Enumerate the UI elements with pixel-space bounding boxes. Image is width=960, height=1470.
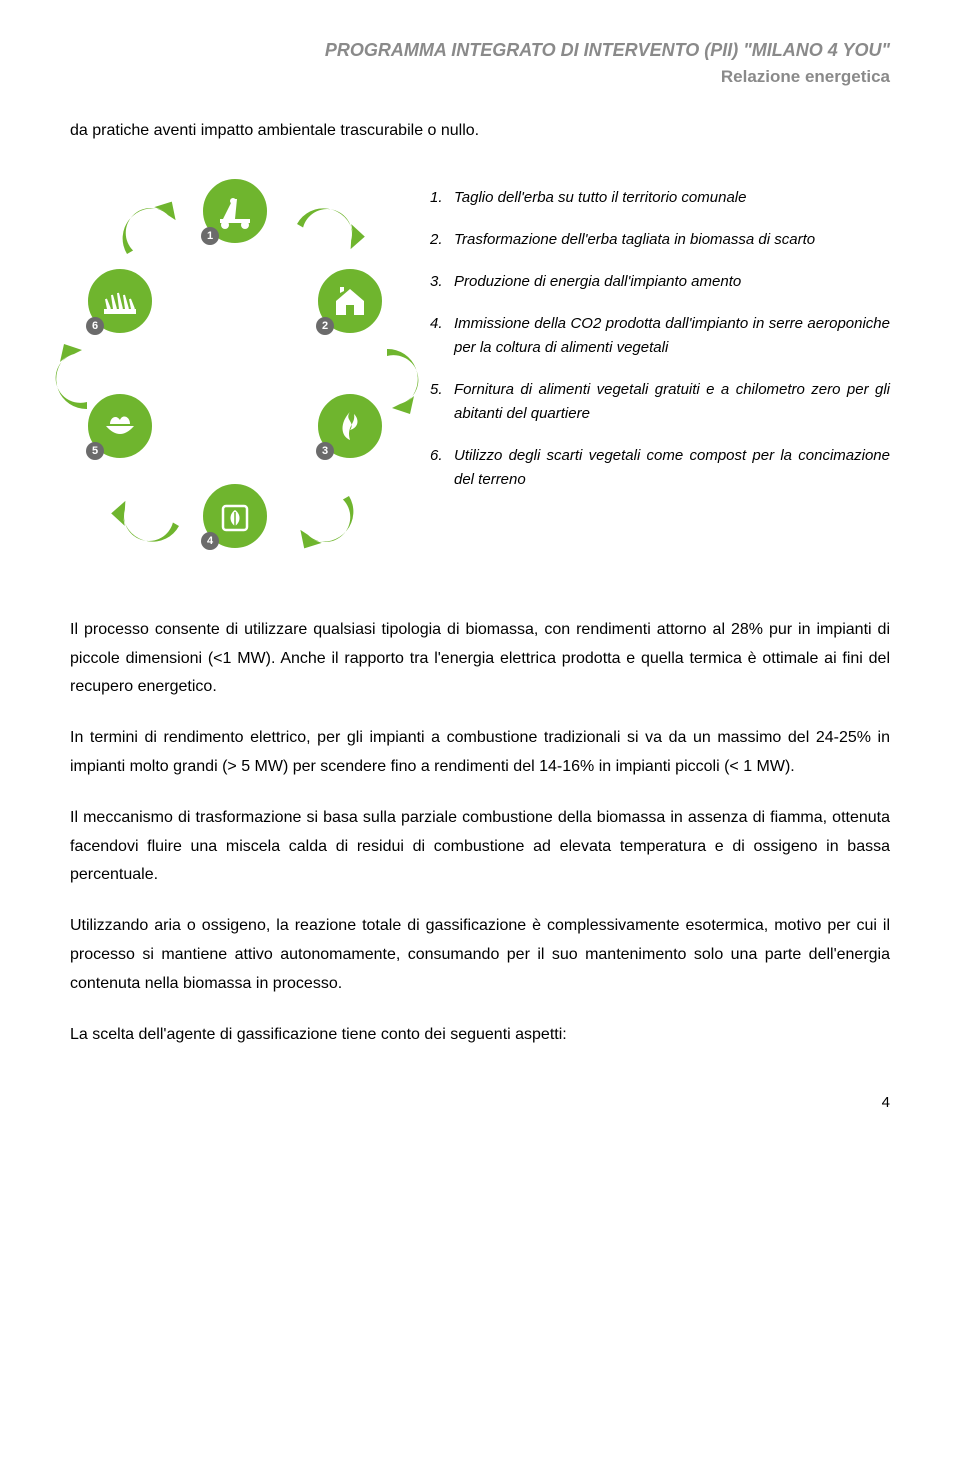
- salad-icon: [100, 406, 140, 446]
- body-content: Il processo consente di utilizzare quals…: [70, 616, 890, 1050]
- step-item: 6.Utilizzo degli scarti vegetali come co…: [430, 444, 890, 492]
- cycle-node-2: 2: [315, 266, 385, 336]
- header-title: PROGRAMMA INTEGRATO DI INTERVENTO (PII) …: [70, 40, 890, 61]
- cycle-node-1: 1: [200, 176, 270, 246]
- diagram-section: 1 2 3 4 5 6 1.Taglio dell'erba su tutto il te…: [70, 176, 890, 556]
- body-paragraph: La scelta dell'agente di gassificazione …: [70, 1021, 890, 1050]
- cycle-node-number: 1: [201, 227, 219, 245]
- flame-icon: [330, 406, 370, 446]
- cycle-arrow-icon: [262, 449, 385, 572]
- step-item: 5.Fornitura di alimenti vegetali gratuit…: [430, 378, 890, 426]
- step-text: Fornitura di alimenti vegetali gratuiti …: [454, 378, 890, 426]
- page-number: 4: [882, 1094, 890, 1111]
- intro-text: da pratiche aventi impatto ambientale tr…: [70, 117, 890, 146]
- cycle-node-6: 6: [85, 266, 155, 336]
- step-text: Immissione della CO2 prodotta dall'impia…: [454, 312, 890, 360]
- step-item: 4.Immissione della CO2 prodotta dall'imp…: [430, 312, 890, 360]
- mower-icon: [215, 191, 255, 231]
- step-number: 1.: [430, 186, 454, 210]
- grass-icon: [100, 281, 140, 321]
- cycle-node-number: 4: [201, 532, 219, 550]
- house-icon: [330, 281, 370, 321]
- cycle-arrow-icon: [92, 449, 215, 572]
- step-item: 1.Taglio dell'erba su tutto il territori…: [430, 186, 890, 210]
- cycle-node-number: 3: [316, 442, 334, 460]
- step-item: 2.Trasformazione dell'erba tagliata in b…: [430, 228, 890, 252]
- body-paragraph: In termini di rendimento elettrico, per …: [70, 724, 890, 782]
- step-text: Produzione di energia dall'impianto amen…: [454, 270, 890, 294]
- cycle-node-4: 4: [200, 481, 270, 551]
- step-number: 6.: [430, 444, 454, 492]
- step-item: 3.Produzione di energia dall'impianto am…: [430, 270, 890, 294]
- cycle-node-5: 5: [85, 391, 155, 461]
- step-text: Utilizzo degli scarti vegetali come comp…: [454, 444, 890, 492]
- step-number: 3.: [430, 270, 454, 294]
- cycle-node-3: 3: [315, 391, 385, 461]
- body-paragraph: Il meccanismo di trasformazione si basa …: [70, 804, 890, 890]
- step-text: Trasformazione dell'erba tagliata in bio…: [454, 228, 890, 252]
- steps-list: 1.Taglio dell'erba su tutto il territori…: [430, 176, 890, 510]
- body-paragraph: Il processo consente di utilizzare quals…: [70, 616, 890, 702]
- cycle-node-number: 6: [86, 317, 104, 335]
- step-text: Taglio dell'erba su tutto il territorio …: [454, 186, 890, 210]
- header-subtitle: Relazione energetica: [70, 67, 890, 87]
- step-number: 5.: [430, 378, 454, 426]
- step-number: 2.: [430, 228, 454, 252]
- cycle-node-number: 2: [316, 317, 334, 335]
- cycle-node-number: 5: [86, 442, 104, 460]
- cycle-diagram: 1 2 3 4 5 6: [70, 176, 390, 556]
- step-number: 4.: [430, 312, 454, 360]
- leaf-box-icon: [215, 496, 255, 536]
- body-paragraph: Utilizzando aria o ossigeno, la reazione…: [70, 912, 890, 998]
